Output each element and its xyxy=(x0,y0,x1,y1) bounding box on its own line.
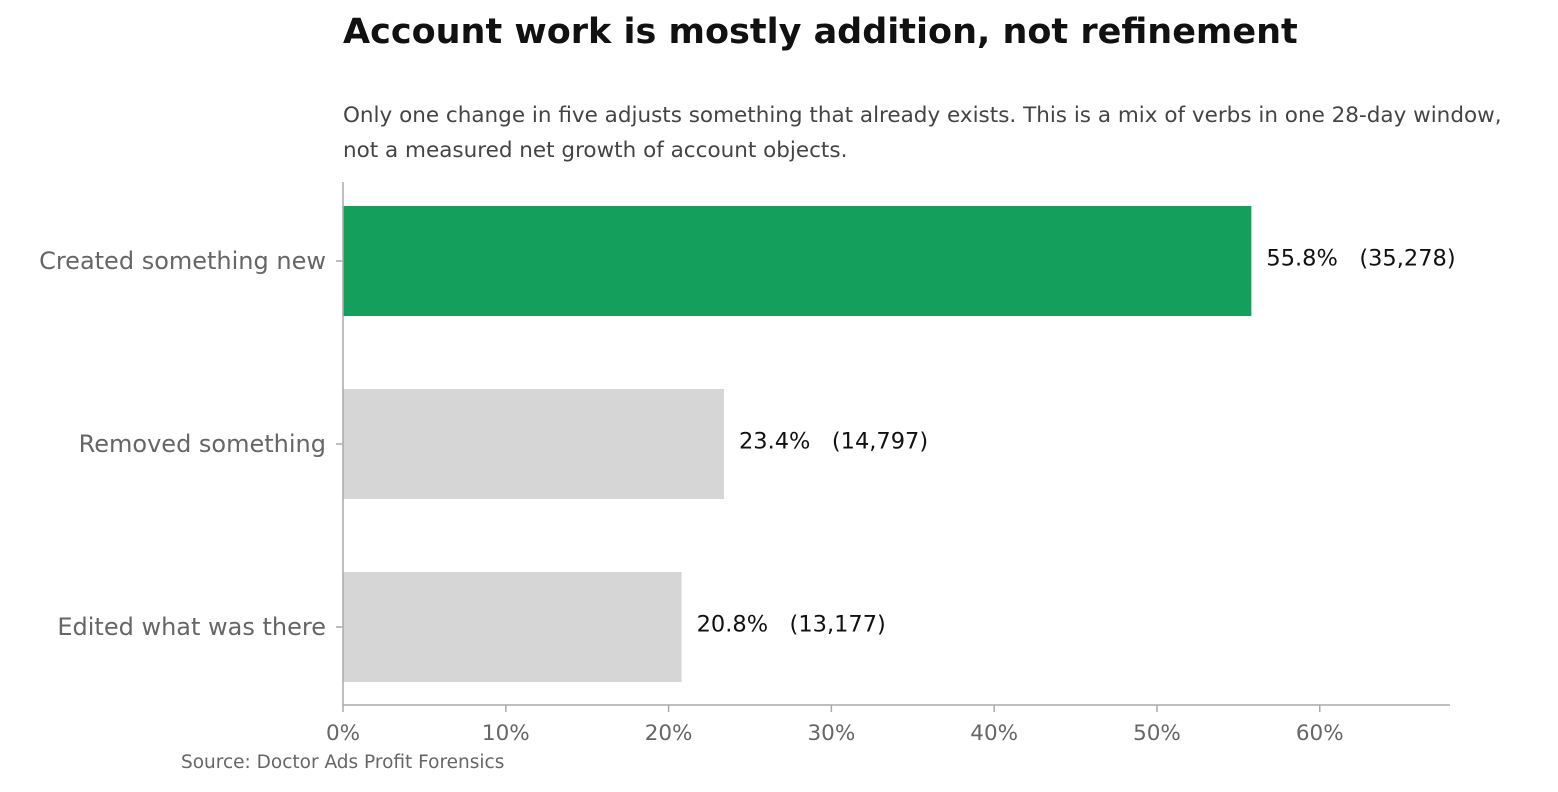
bar-3 xyxy=(343,572,682,682)
category-label-2: Removed something xyxy=(79,430,326,458)
source-note: Source: Doctor Ads Profit Forensics xyxy=(181,752,505,773)
category-label-1: Created something new xyxy=(39,247,326,275)
x-tick-label-4: 40% xyxy=(970,721,1018,746)
bar-1 xyxy=(343,206,1252,316)
x-tick-label-6: 60% xyxy=(1296,721,1344,746)
chart-title: Account work is mostly addition, not ref… xyxy=(343,12,1298,52)
x-tick-label-1: 10% xyxy=(482,721,530,746)
x-tick-label-2: 20% xyxy=(645,721,693,746)
x-axis-ticks: 0% 10% 20% 30% 40% 50% 60% xyxy=(326,705,1344,746)
x-tick-label-5: 50% xyxy=(1133,721,1181,746)
x-tick-label-0: 0% xyxy=(326,721,360,746)
x-tick-label-3: 30% xyxy=(807,721,855,746)
category-label-3: Edited what was there xyxy=(57,613,326,641)
bar-2 xyxy=(343,389,724,499)
y-axis-categories: Created something new Removed something Ed… xyxy=(39,247,343,641)
bars-group xyxy=(343,206,1252,682)
data-label-2: 23.4% (14,797) xyxy=(739,429,928,455)
data-label-3: 20.8% (13,177) xyxy=(697,612,886,638)
data-labels-group: 55.8% (35,278) 23.4% (14,797) 20.8% (13,17… xyxy=(697,246,1456,638)
data-label-1: 55.8% (35,278) xyxy=(1266,246,1455,272)
chart-subtitle: Only one change in five adjusts somethin… xyxy=(343,103,1502,163)
